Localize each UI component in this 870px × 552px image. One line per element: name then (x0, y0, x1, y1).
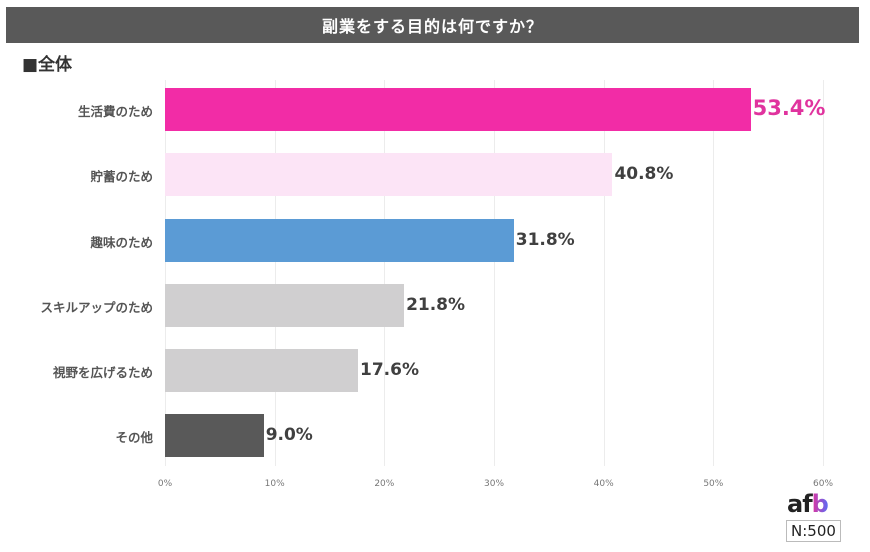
bar (165, 414, 264, 457)
gridline (384, 80, 386, 466)
gridline (713, 80, 715, 466)
category-label: 生活費のため (77, 104, 153, 119)
gridline (494, 80, 495, 466)
category-label: その他 (115, 430, 153, 445)
x-tick-label: 50% (703, 479, 724, 489)
value-label: 17.6% (360, 360, 419, 380)
value-label: 40.8% (614, 164, 674, 184)
x-tick-label: 30% (483, 479, 505, 489)
bar (165, 88, 751, 131)
chart-title: 副業をする目的は何ですか？ (6, 7, 859, 43)
category-label: 趣味のため (90, 235, 153, 250)
x-tick-label: 10% (264, 479, 285, 489)
value-label: 21.8% (406, 295, 466, 315)
bar (165, 153, 613, 196)
x-tick-label: 40% (593, 479, 614, 489)
category-label: 視野を広げるため (52, 365, 153, 380)
sample-size-badge: N:500 (786, 520, 841, 542)
category-label: スキルアップのため (40, 300, 153, 315)
chart-subtitle: ■全体 (22, 55, 73, 75)
gridline (603, 80, 605, 466)
value-label: 31.8% (515, 230, 575, 250)
gridline (165, 80, 166, 466)
value-label: 53.4% (752, 96, 826, 120)
x-tick-label: 20% (374, 479, 395, 489)
gridline (274, 80, 276, 466)
x-tick-label: 0% (157, 479, 173, 489)
category-label: 貯蓄のため (90, 169, 153, 184)
bar (165, 349, 358, 392)
x-tick-label: 60% (812, 479, 834, 489)
gridline (823, 80, 824, 466)
logo-text: af (787, 490, 813, 518)
value-label: 9.0% (265, 425, 313, 445)
bar (165, 284, 405, 327)
afb-logo: afb (787, 490, 829, 518)
bar (165, 219, 514, 262)
logo-text-b: b (811, 490, 829, 518)
plot-area (165, 80, 824, 466)
